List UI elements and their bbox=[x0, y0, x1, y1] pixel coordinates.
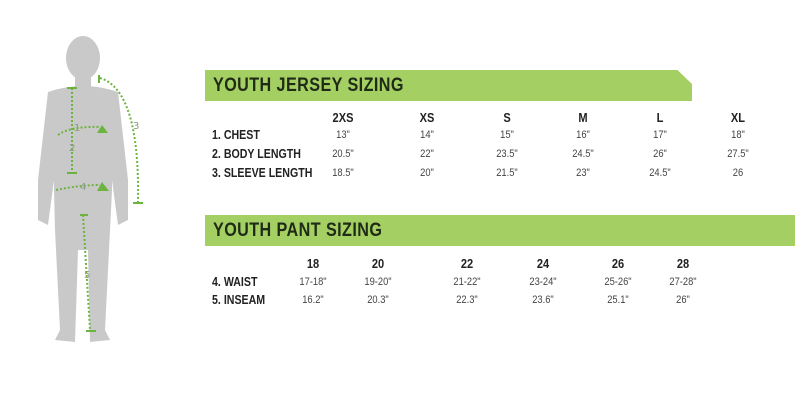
table-cell: 13" bbox=[336, 129, 350, 141]
size-header: S bbox=[503, 110, 511, 125]
row-label: 5. INSEAM bbox=[212, 293, 266, 307]
table-cell: 26 bbox=[732, 167, 744, 179]
pant-sizing-banner: YOUTH PANT SIZING bbox=[205, 215, 795, 246]
table-cell: 17-18" bbox=[299, 276, 327, 288]
pant-sizing-title: YOUTH PANT SIZING bbox=[213, 220, 383, 241]
jersey-sizing-title: YOUTH JERSEY SIZING bbox=[213, 75, 404, 96]
table-cell: 16" bbox=[576, 129, 590, 141]
size-header: XL bbox=[730, 110, 746, 125]
size-header: 2XS bbox=[332, 110, 354, 125]
table-cell: 22" bbox=[420, 148, 434, 160]
size-header: 24 bbox=[536, 256, 550, 271]
table-cell: 27-28" bbox=[669, 276, 697, 288]
table-cell: 21.5" bbox=[496, 167, 518, 179]
table-cell: 20" bbox=[420, 167, 434, 179]
table-cell: 23" bbox=[576, 167, 590, 179]
body-measurement-figure: 1 2 3 4 5 bbox=[20, 30, 170, 350]
table-cell: 25.1" bbox=[607, 294, 629, 306]
table-cell: 24.5" bbox=[572, 148, 594, 160]
row-label: 3. SLEEVE LENGTH bbox=[212, 166, 313, 180]
table-cell: 23-24" bbox=[529, 276, 557, 288]
table-cell: 18" bbox=[731, 129, 745, 141]
table-cell: 18.5" bbox=[332, 167, 354, 179]
row-label: 1. CHEST bbox=[212, 128, 260, 142]
silhouette-illustration: 1 2 3 4 5 bbox=[38, 36, 143, 342]
size-header: 28 bbox=[676, 256, 690, 271]
size-header: 18 bbox=[306, 256, 320, 271]
size-header: L bbox=[656, 110, 664, 125]
marker-2: 2 bbox=[69, 143, 75, 154]
table-cell: 25-26" bbox=[604, 276, 632, 288]
jersey-sizing-banner: YOUTH JERSEY SIZING bbox=[205, 70, 692, 101]
table-cell: 23.6" bbox=[532, 294, 554, 306]
table-cell: 23.5" bbox=[496, 148, 518, 160]
table-cell: 14" bbox=[420, 129, 434, 141]
row-label: 2. BODY LENGTH bbox=[212, 147, 301, 161]
table-cell: 17" bbox=[653, 129, 667, 141]
size-header: 20 bbox=[371, 256, 385, 271]
table-cell: 27.5" bbox=[727, 148, 749, 160]
marker-3: 3 bbox=[133, 121, 139, 132]
table-cell: 24.5" bbox=[649, 167, 671, 179]
table-cell: 22.3" bbox=[456, 294, 478, 306]
marker-4: 4 bbox=[80, 182, 86, 193]
table-cell: 15" bbox=[500, 129, 514, 141]
table-cell: 21-22" bbox=[453, 276, 481, 288]
size-header: 22 bbox=[460, 256, 474, 271]
row-label: 4. WAIST bbox=[212, 275, 258, 289]
marker-1: 1 bbox=[74, 123, 80, 134]
table-cell: 20.3" bbox=[367, 294, 389, 306]
size-header: M bbox=[578, 110, 588, 125]
table-cell: 19-20" bbox=[364, 276, 392, 288]
size-header: XS bbox=[419, 110, 435, 125]
marker-5: 5 bbox=[84, 270, 90, 281]
table-cell: 20.5" bbox=[332, 148, 354, 160]
table-cell: 16.2" bbox=[302, 294, 324, 306]
size-header: 26 bbox=[611, 256, 625, 271]
table-cell: 26" bbox=[676, 294, 690, 306]
table-cell: 26" bbox=[653, 148, 667, 160]
